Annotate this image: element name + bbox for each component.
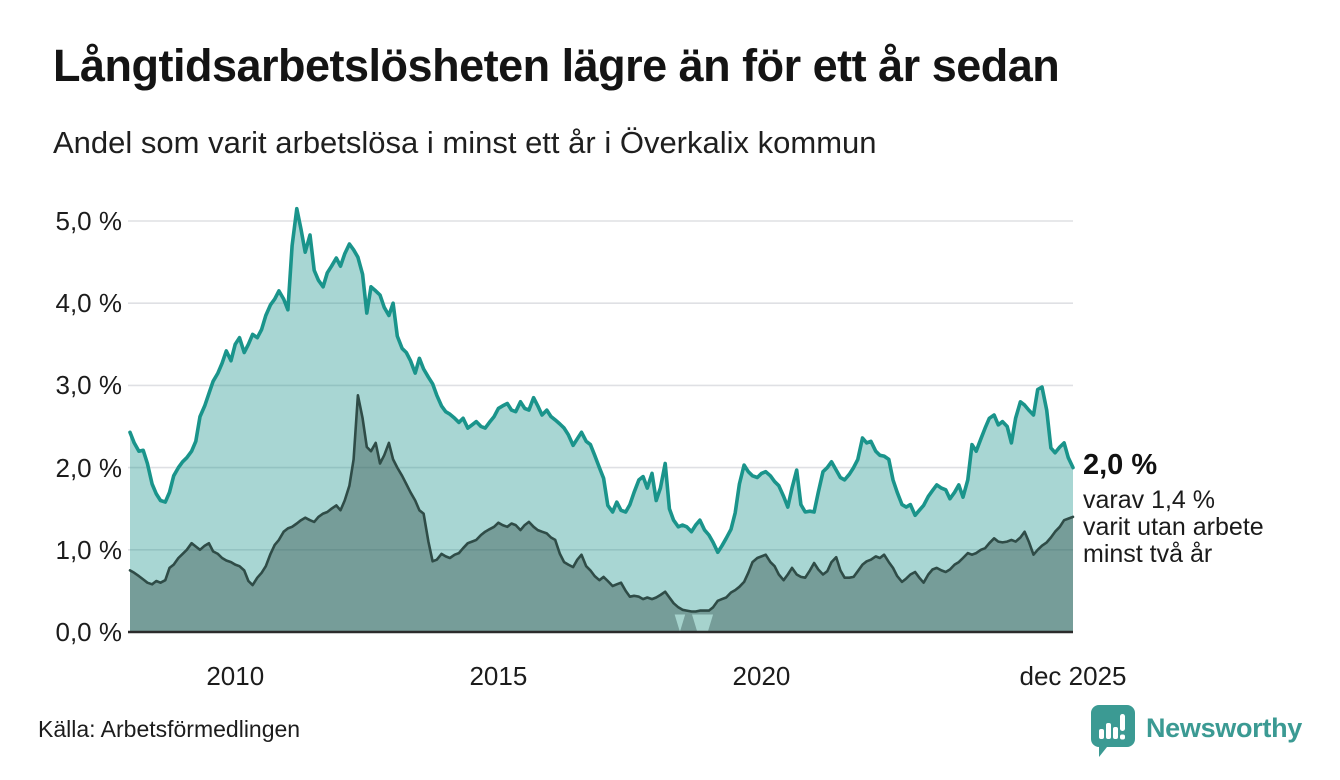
annotation-line-1: varav 1,4 % bbox=[1083, 486, 1216, 515]
y-tick-4: 4,0 % bbox=[55, 288, 123, 319]
newsworthy-wordmark: Newsworthy bbox=[1145, 712, 1302, 743]
y-tick-5: 5,0 % bbox=[55, 206, 123, 236]
y-tick-3: 3,0 % bbox=[55, 370, 123, 401]
x-tick-2015: 2015 bbox=[469, 661, 528, 691]
newsworthy-logo-icon bbox=[1090, 705, 1135, 757]
series-line-minst-tva-ar bbox=[128, 394, 1075, 613]
series-area-minst-tva-ar bbox=[130, 395, 1073, 632]
x-tick-dec-2025: dec 2025 bbox=[1019, 661, 1127, 691]
source-caption: Källa: Arbetsförmedlingen bbox=[38, 716, 301, 742]
series2-data-gap-2 bbox=[692, 614, 714, 631]
series-line-minst-ett-ar bbox=[128, 206, 1075, 555]
latest-value-annotation: 2,0 % varav 1,4 % varit utan arbete mins… bbox=[1083, 449, 1333, 569]
series2-data-gap-1 bbox=[674, 614, 686, 631]
latest-value-label: 2,0 % bbox=[1083, 449, 1158, 481]
newsworthy-branding: Newsworthy bbox=[1089, 703, 1302, 759]
annotation-line-2: varit utan arbete bbox=[1083, 513, 1264, 542]
x-tick-2020: 2020 bbox=[732, 661, 791, 691]
y-tick-1: 1,0 % bbox=[55, 534, 123, 565]
annotation-line-3: minst två år bbox=[1083, 540, 1213, 569]
x-tick-2010: 2010 bbox=[206, 661, 265, 691]
y-tick-2: 2,0 % bbox=[55, 452, 123, 483]
page-title: Långtidsarbetslösheten lägre än för ett … bbox=[53, 40, 1060, 91]
chart-subtitle: Andel som varit arbetslösa i minst ett å… bbox=[53, 125, 877, 160]
y-tick-0: 0,0 % bbox=[55, 617, 123, 647]
